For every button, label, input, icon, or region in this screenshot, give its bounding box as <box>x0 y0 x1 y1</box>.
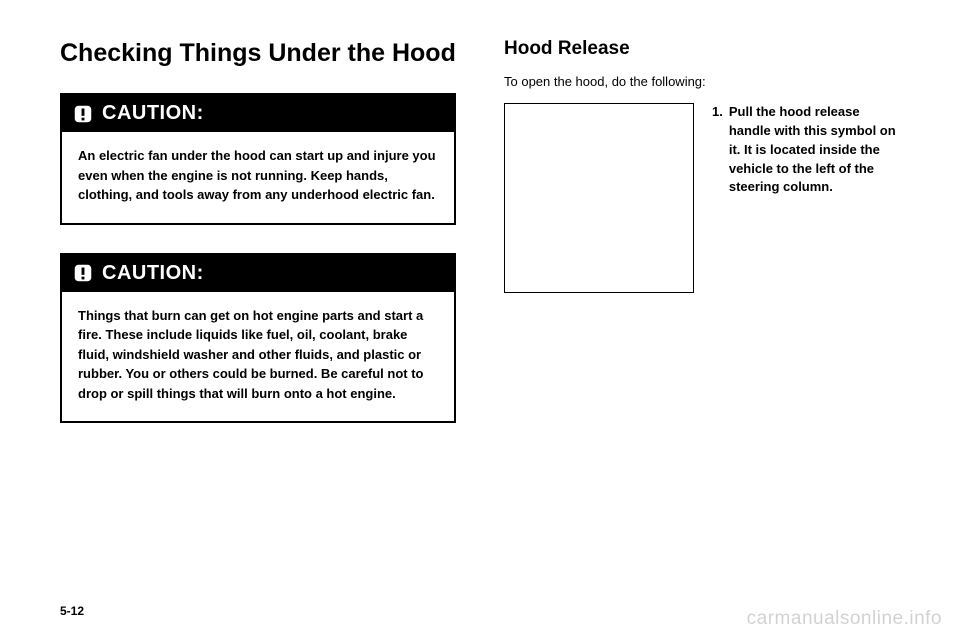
caution-box-1: CAUTION: An electric fan under the hood … <box>60 93 456 225</box>
figure-placeholder <box>504 103 694 293</box>
caution-label: CAUTION: <box>102 102 204 125</box>
page-number: 5-12 <box>60 604 84 618</box>
manual-page: Checking Things Under the Hood CAUTION: … <box>0 0 960 640</box>
lead-text: To open the hood, do the following: <box>504 74 900 89</box>
section-heading: Checking Things Under the Hood <box>60 38 456 69</box>
subsection-heading: Hood Release <box>504 38 900 60</box>
caution-body: An electric fan under the hood can start… <box>62 132 454 223</box>
step-item: 1. Pull the hood release handle with thi… <box>712 103 900 197</box>
step-number: 1. <box>712 103 723 197</box>
two-column-layout: Checking Things Under the Hood CAUTION: … <box>60 38 900 451</box>
figure-row: 1. Pull the hood release handle with thi… <box>504 103 900 293</box>
caution-label: CAUTION: <box>102 262 204 285</box>
step-list: 1. Pull the hood release handle with thi… <box>712 103 900 197</box>
left-column: Checking Things Under the Hood CAUTION: … <box>60 38 456 451</box>
caution-box-2: CAUTION: Things that burn can get on hot… <box>60 253 456 424</box>
caution-header: CAUTION: <box>62 95 454 132</box>
warning-icon <box>72 103 94 125</box>
right-column: Hood Release To open the hood, do the fo… <box>504 38 900 451</box>
caution-body: Things that burn can get on hot engine p… <box>62 292 454 422</box>
step-text: Pull the hood release handle with this s… <box>729 103 900 197</box>
warning-icon <box>72 262 94 284</box>
watermark: carmanualsonline.info <box>747 608 942 630</box>
caution-header: CAUTION: <box>62 255 454 292</box>
